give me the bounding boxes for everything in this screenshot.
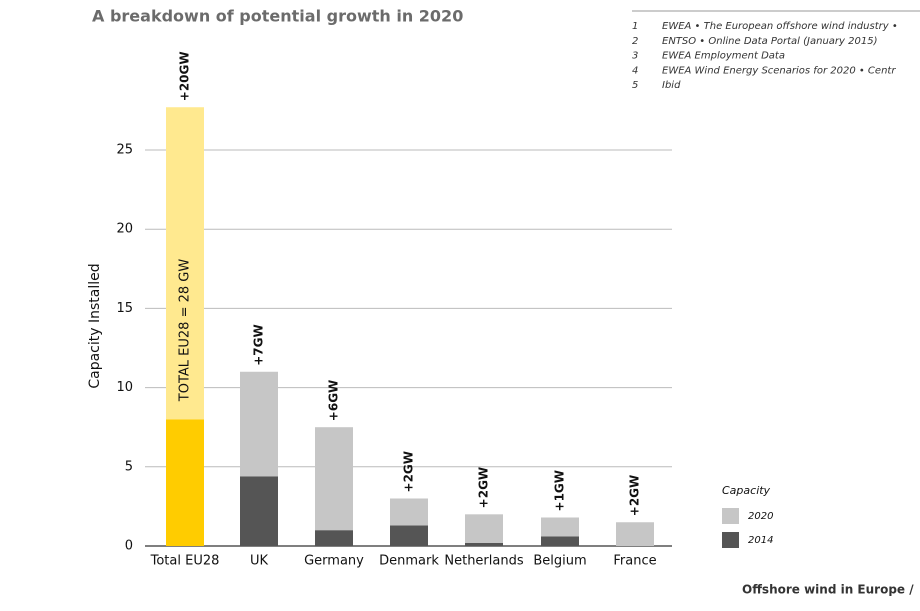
- inner-label: TOTAL EU28 = 28 GW: [178, 259, 193, 403]
- y-axis-label: Capacity Installed: [87, 263, 103, 388]
- y-tick-label: 5: [125, 459, 133, 474]
- bar-annotation: +20GW: [178, 51, 192, 101]
- bar-annotation: +1GW: [553, 470, 567, 512]
- footnote-text: EWEA • The European offshore wind indust…: [662, 21, 898, 32]
- bar-segment: [315, 427, 353, 531]
- legend-label: 2020: [748, 511, 773, 522]
- footnote-text: EWEA Wind Energy Scenarios for 2020 • Ce…: [662, 65, 896, 76]
- footnote-number: 1: [632, 21, 638, 32]
- bar-annotation: +7GW: [252, 324, 266, 366]
- x-tick-label: Germany: [304, 554, 364, 569]
- footnote-text: Ibid: [662, 80, 681, 91]
- legend-title: Capacity: [722, 484, 771, 497]
- bar-segment: [465, 514, 503, 543]
- bar-segment: [315, 530, 353, 546]
- title: A breakdown of potential growth in 2020: [92, 7, 463, 26]
- bar-annotation: +2GW: [628, 475, 642, 517]
- bar-annotation: +2GW: [402, 451, 416, 493]
- footnote-number: 3: [632, 51, 638, 62]
- legend-label: 2014: [748, 535, 773, 546]
- x-tick-label: Belgium: [533, 554, 586, 569]
- x-tick-label: France: [613, 554, 656, 569]
- footnote-number: 2: [632, 36, 638, 47]
- x-tick-label: UK: [250, 554, 269, 569]
- footnote-number: 4: [632, 65, 638, 76]
- bar-segment: [390, 498, 428, 526]
- y-tick-label: 0: [125, 539, 133, 554]
- bar-annotation: +2GW: [477, 467, 491, 509]
- y-tick-label: 15: [116, 301, 133, 316]
- bar-segment: [541, 536, 579, 546]
- legend-swatch: [722, 532, 739, 548]
- bar-segment: [240, 371, 278, 477]
- x-tick-label: Netherlands: [444, 554, 523, 569]
- footnote-text: EWEA Employment Data: [662, 51, 785, 62]
- y-tick-label: 10: [116, 380, 133, 395]
- y-tick-label: 25: [116, 143, 133, 158]
- bar-segment: [541, 517, 579, 537]
- x-tick-label: Denmark: [379, 554, 439, 569]
- bar-segment: [166, 419, 204, 546]
- bar-segment: [390, 525, 428, 546]
- bar-segment: [616, 522, 654, 546]
- footer: Offshore wind in Europe /: [742, 583, 914, 597]
- footnote-number: 5: [632, 80, 638, 91]
- footnote-text: ENTSO • Online Data Portal (January 2015…: [662, 36, 877, 47]
- x-tick-label: Total EU28: [150, 554, 220, 569]
- legend-swatch: [722, 508, 739, 524]
- bar-annotation: +6GW: [327, 380, 341, 422]
- bar-segment: [166, 107, 204, 420]
- bar-segment: [465, 542, 503, 546]
- y-tick-label: 20: [116, 222, 133, 237]
- bar-segment: [240, 476, 278, 546]
